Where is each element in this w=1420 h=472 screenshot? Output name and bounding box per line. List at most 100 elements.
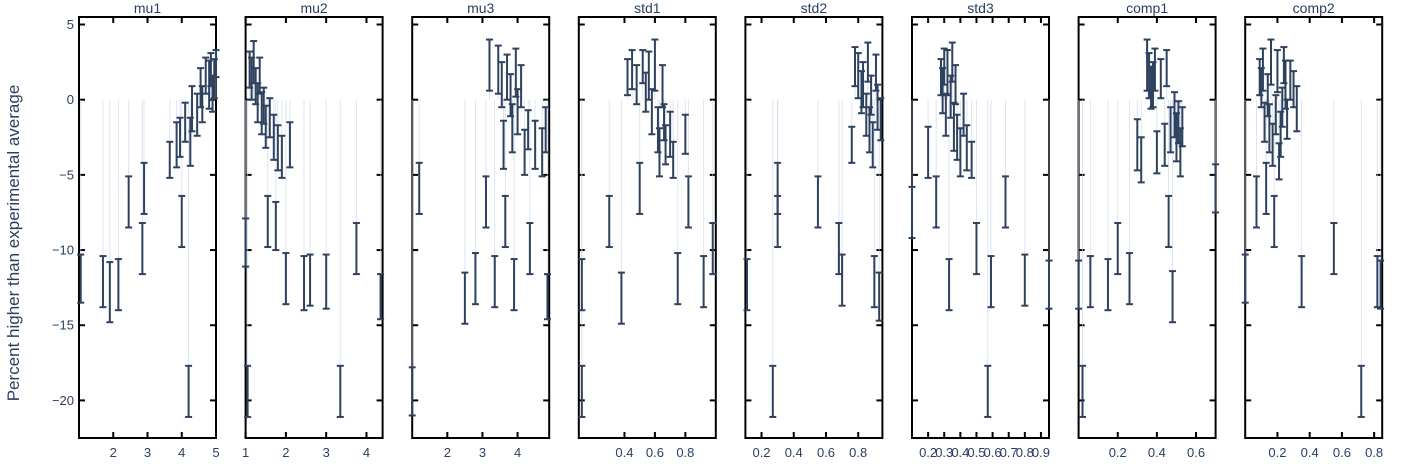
data-point: [987, 255, 995, 309]
data-point: [1167, 106, 1175, 154]
y-tick-label: −5: [59, 167, 74, 182]
x-tick-label: 0.7: [1000, 445, 1018, 460]
data-point: [669, 140, 677, 179]
data-point: [1272, 94, 1280, 136]
data-point: [578, 364, 586, 418]
data-point: [503, 53, 511, 101]
data-point: [408, 366, 416, 417]
x-tick-label: 0.3: [935, 445, 953, 460]
x-tick-label: 0.4: [785, 445, 803, 460]
data-point: [300, 255, 308, 312]
data-point: [1169, 270, 1177, 324]
data-point: [106, 261, 114, 324]
data-point: [491, 255, 499, 309]
data-point: [140, 161, 148, 215]
data-point: [1133, 118, 1141, 172]
subplot-mu1: mu1 5 0 −5 −10 −15 −20 2 3 4 5: [52, 0, 220, 460]
data-point: [636, 161, 644, 215]
plot-frame: [577, 16, 717, 439]
data-point: [322, 253, 330, 310]
data-point: [1161, 122, 1169, 167]
data-point: [875, 271, 883, 322]
data-point: [494, 44, 502, 95]
data-point: [202, 56, 210, 95]
subplot-title: std2: [801, 0, 828, 16]
x-tick-label: 0.6: [646, 445, 664, 460]
plot-frame: [411, 16, 551, 439]
data-point: [538, 127, 546, 178]
x-tick-label: 0.4: [1148, 445, 1166, 460]
data-point: [709, 221, 717, 276]
plot-frame: [744, 16, 884, 439]
data-point: [508, 103, 516, 154]
data-point: [1079, 364, 1087, 418]
data-point: [524, 109, 532, 151]
data-point: [1163, 49, 1171, 88]
x-tick-label: 0.8: [849, 445, 867, 460]
data-point: [1137, 136, 1145, 184]
data-point: [282, 252, 290, 306]
data-point: [1151, 47, 1159, 92]
data-point: [1270, 194, 1278, 249]
data-point: [1157, 58, 1165, 100]
x-tick-label: 1: [242, 445, 249, 460]
data-point: [633, 64, 641, 106]
data-point: [521, 128, 529, 176]
data-point: [181, 101, 189, 143]
x-tick-label: 0.6: [984, 445, 1002, 460]
data-point: [377, 273, 385, 321]
data-point: [984, 364, 992, 418]
x-tick-label: 3: [323, 445, 330, 460]
x-tick-label: 2: [110, 445, 117, 460]
subplot-comp2: comp2 0.2 0.4 0.6 0.8: [1241, 0, 1385, 460]
data-point: [628, 49, 636, 91]
data-point: [517, 64, 525, 109]
data-point: [461, 271, 469, 325]
x-tick-label: 0.2: [1268, 445, 1286, 460]
data-point: [838, 253, 846, 307]
data-point: [651, 38, 659, 92]
data-point: [510, 258, 518, 312]
subplot-title: std3: [967, 0, 994, 16]
data-point: [1259, 47, 1267, 92]
data-point: [125, 175, 133, 229]
x-tick-label: 4: [178, 445, 185, 460]
data-point: [471, 252, 479, 306]
data-point: [700, 255, 708, 309]
data-point: [212, 49, 220, 79]
plot-frame: [911, 16, 1050, 439]
x-tick-label: 5: [212, 445, 219, 460]
x-tick-label: 0.4: [951, 445, 969, 460]
x-tick-label: 0.2: [752, 445, 770, 460]
x-tick-label: 3: [479, 445, 486, 460]
data-point: [1241, 253, 1249, 304]
x-tick-label: 2: [444, 445, 451, 460]
data-point: [99, 255, 107, 309]
data-point: [500, 119, 508, 170]
data-point: [244, 364, 252, 418]
data-point: [743, 258, 751, 312]
subplot-comp1: comp1 0.2 0.4 0.6: [1075, 0, 1220, 460]
x-tick-label: 0.8: [1016, 445, 1034, 460]
data-point: [286, 121, 294, 169]
x-tick-label: 0.5: [967, 445, 985, 460]
data-point: [1104, 258, 1112, 312]
x-tick-label: 0.2: [919, 445, 937, 460]
data-point: [77, 253, 85, 304]
plot-frame: [244, 16, 384, 439]
data-point: [624, 58, 632, 97]
x-tick-label: 0.8: [1365, 445, 1383, 460]
data-point: [482, 175, 490, 229]
data-point: [209, 74, 217, 113]
data-point: [870, 255, 878, 309]
data-point: [266, 97, 274, 139]
data-point: [769, 364, 777, 418]
x-tick-label: 4: [363, 445, 370, 460]
data-point: [681, 113, 689, 155]
data-point: [274, 124, 282, 172]
data-point: [1045, 259, 1053, 310]
data-point: [173, 121, 181, 169]
data-point: [242, 217, 250, 268]
data-point: [176, 116, 184, 158]
